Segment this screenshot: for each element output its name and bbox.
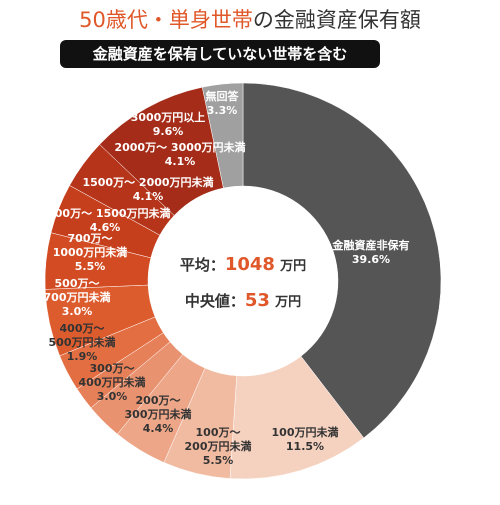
stat-value: 1048 xyxy=(224,254,275,275)
chart-title: 50歳代・単身世帯の金融資産保有額 xyxy=(0,4,500,34)
stat-unit: 万円 xyxy=(280,259,307,274)
slice-label: 400万～ 500万円未満 1.9% xyxy=(49,322,116,364)
value-label: 5.5% xyxy=(74,260,106,273)
value-label: 1.9% xyxy=(66,350,98,363)
category-label: 3000万円以上 xyxy=(130,111,206,124)
stat-label: 平均： xyxy=(179,256,225,274)
title-highlight: 50歳代・単身世帯 xyxy=(79,8,253,32)
slice-label: 100万円未満 11.5% xyxy=(272,426,339,454)
value-label: 3.3% xyxy=(206,104,238,117)
center-stat: 平均：1048 万円 xyxy=(143,254,343,275)
slice-label: 100万～ 200万円未満 5.5% xyxy=(185,426,252,468)
value-label: 39.6% xyxy=(351,253,391,266)
category-label: 100万円未満 xyxy=(271,426,339,439)
subtitle: 金融資産を保有していない世帯を含む xyxy=(60,40,380,68)
title-rest: の金融資産保有額 xyxy=(252,8,421,32)
category-label: 無回答 xyxy=(205,90,239,103)
slice-label: 無回答 3.3% xyxy=(206,90,239,118)
stat-unit: 万円 xyxy=(275,295,302,310)
category-label: 1000万～ 1500万円未満 xyxy=(39,207,171,220)
slice-label: 1000万～ 1500万円未満 4.6% xyxy=(39,207,170,235)
slice-label: 300万～ 400万円未満 3.0% xyxy=(79,362,146,404)
slice-label: 3000万円以上 9.6% xyxy=(131,111,206,139)
slice-label: 200万～ 300万円未満 4.4% xyxy=(125,394,192,436)
value-label: 4.1% xyxy=(164,155,196,168)
value-label: 4.1% xyxy=(132,190,164,203)
stat-label: 中央値： xyxy=(184,292,245,310)
category-label: 300万～ 400万円未満 xyxy=(78,362,146,389)
value-label: 3.0% xyxy=(61,305,93,318)
slice-label: 2000万～ 3000万円未満 4.1% xyxy=(114,141,245,169)
value-label: 9.6% xyxy=(152,125,184,138)
category-label: 100万～ 200万円未満 xyxy=(184,426,252,453)
slice-label: 金融資産非保有 39.6% xyxy=(333,239,410,267)
category-label: 金融資産非保有 xyxy=(332,239,410,252)
value-label: 4.6% xyxy=(89,221,121,234)
category-label: 700万～ 1000万円未満 xyxy=(52,232,128,259)
center-stat: 中央値：53 万円 xyxy=(143,290,343,311)
value-label: 11.5% xyxy=(285,440,325,453)
category-label: 2000万～ 3000万円未満 xyxy=(114,141,246,154)
value-label: 4.4% xyxy=(142,422,174,435)
slice-label: 500万～ 700万円未満 3.0% xyxy=(44,277,111,319)
slice-label: 1500万～ 2000万円未満 4.1% xyxy=(82,176,213,204)
category-label: 500万～ 700万円未満 xyxy=(43,277,111,304)
slice-label: 700万～ 1000万円未満 5.5% xyxy=(53,232,128,274)
category-label: 400万～ 500万円未満 xyxy=(48,322,116,349)
value-label: 5.5% xyxy=(202,454,234,467)
stat-value: 53 xyxy=(244,290,270,311)
slice xyxy=(201,82,244,189)
value-label: 3.0% xyxy=(96,390,128,403)
slice xyxy=(242,82,442,439)
category-label: 1500万～ 2000万円未満 xyxy=(82,176,214,189)
category-label: 200万～ 300万円未満 xyxy=(124,394,192,421)
